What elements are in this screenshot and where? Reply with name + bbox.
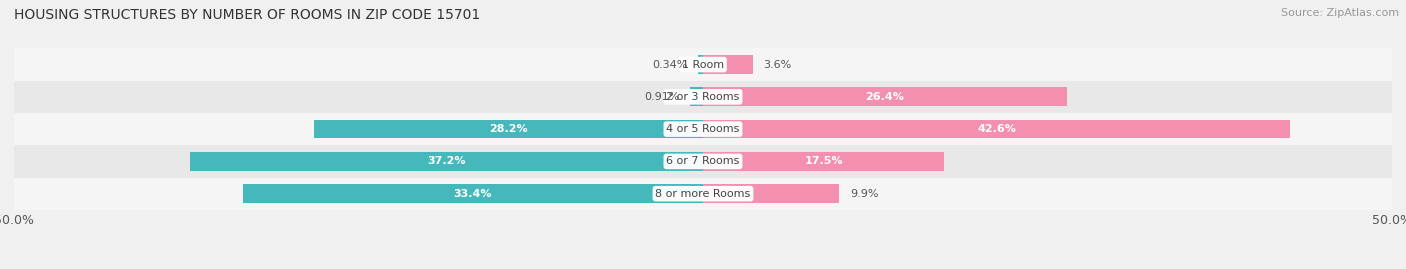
Text: 33.4%: 33.4% xyxy=(454,189,492,199)
Bar xyxy=(703,152,945,171)
Bar xyxy=(190,152,703,171)
Bar xyxy=(14,113,1392,145)
Bar xyxy=(703,120,1289,139)
Bar xyxy=(243,184,703,203)
Text: 6 or 7 Rooms: 6 or 7 Rooms xyxy=(666,156,740,167)
Text: 4 or 5 Rooms: 4 or 5 Rooms xyxy=(666,124,740,134)
Bar xyxy=(690,87,703,106)
Text: 26.4%: 26.4% xyxy=(866,92,904,102)
Bar xyxy=(14,81,1392,113)
Bar xyxy=(315,120,703,139)
Bar xyxy=(14,145,1392,178)
Bar xyxy=(703,55,752,74)
Text: 3.6%: 3.6% xyxy=(763,59,792,70)
Bar xyxy=(14,48,1392,81)
Text: 28.2%: 28.2% xyxy=(489,124,529,134)
Text: 37.2%: 37.2% xyxy=(427,156,465,167)
Text: 9.9%: 9.9% xyxy=(851,189,879,199)
Text: Source: ZipAtlas.com: Source: ZipAtlas.com xyxy=(1281,8,1399,18)
Text: 42.6%: 42.6% xyxy=(977,124,1017,134)
Bar xyxy=(699,55,703,74)
Text: 17.5%: 17.5% xyxy=(804,156,842,167)
Bar xyxy=(703,184,839,203)
Bar xyxy=(14,178,1392,210)
Text: 2 or 3 Rooms: 2 or 3 Rooms xyxy=(666,92,740,102)
Text: 8 or more Rooms: 8 or more Rooms xyxy=(655,189,751,199)
Text: 0.34%: 0.34% xyxy=(652,59,688,70)
Text: 1 Room: 1 Room xyxy=(682,59,724,70)
Text: HOUSING STRUCTURES BY NUMBER OF ROOMS IN ZIP CODE 15701: HOUSING STRUCTURES BY NUMBER OF ROOMS IN… xyxy=(14,8,481,22)
Bar xyxy=(703,87,1067,106)
Text: 0.91%: 0.91% xyxy=(644,92,679,102)
